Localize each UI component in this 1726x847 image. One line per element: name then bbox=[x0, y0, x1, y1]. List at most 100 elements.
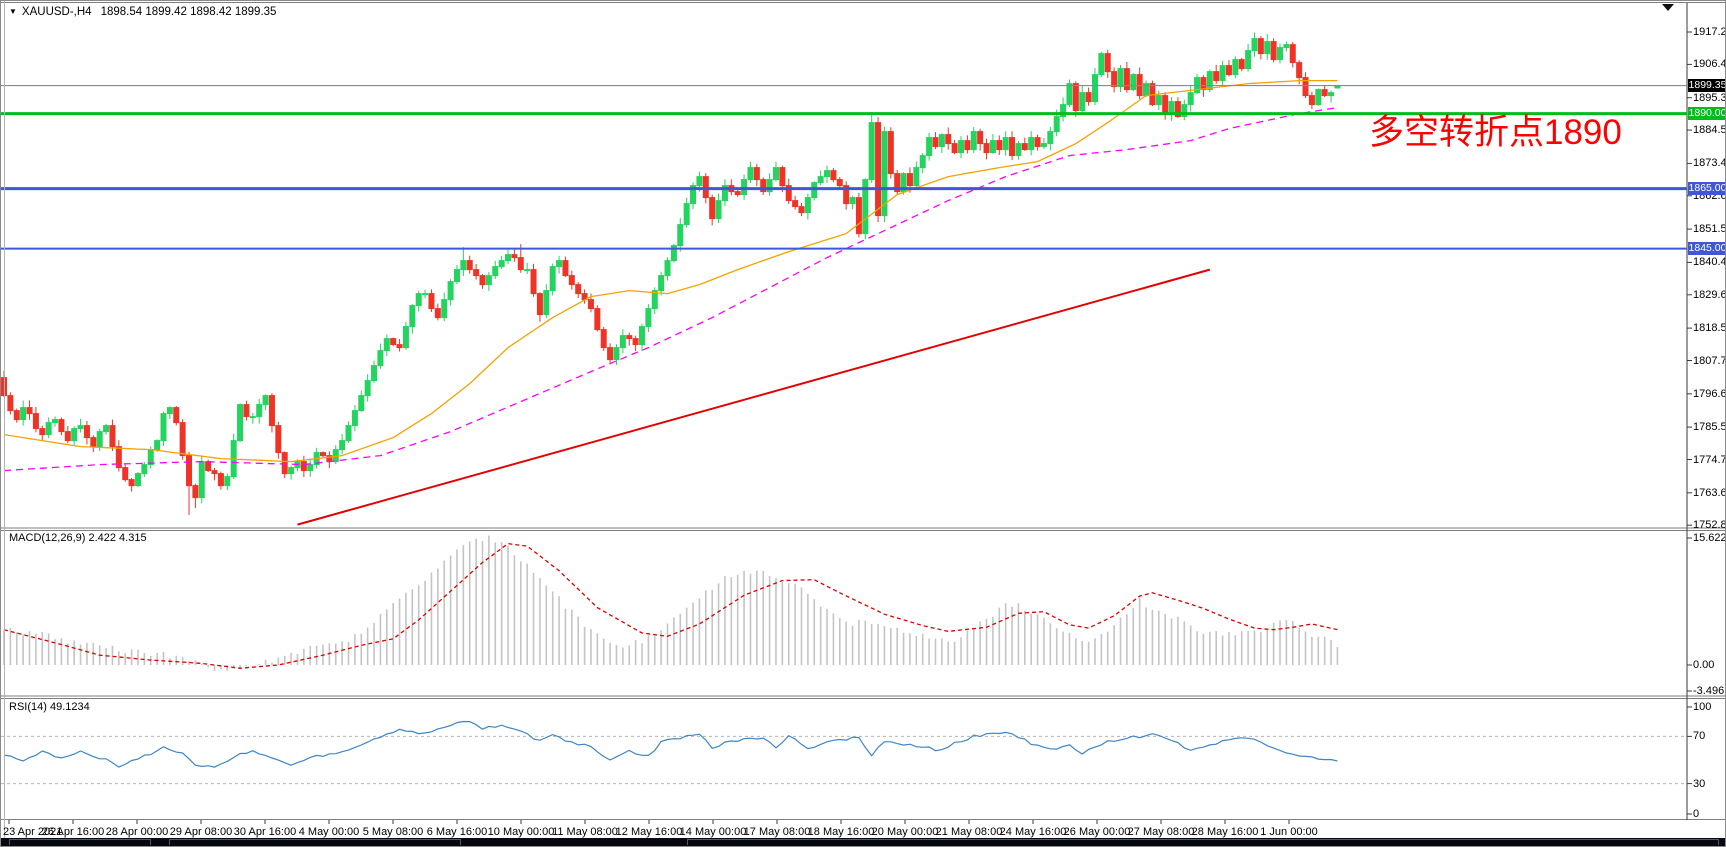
time-axis-label: 23 Apr 2021 bbox=[3, 826, 63, 838]
candle bbox=[453, 269, 460, 283]
candle bbox=[772, 167, 779, 181]
candle bbox=[587, 299, 594, 310]
price-axis-label: 1906.40 bbox=[1693, 58, 1725, 71]
candle bbox=[243, 404, 250, 418]
candle bbox=[409, 305, 416, 328]
candle bbox=[881, 131, 888, 217]
candle bbox=[390, 338, 397, 346]
candle bbox=[868, 122, 875, 181]
candle bbox=[919, 155, 926, 169]
candle bbox=[32, 413, 39, 430]
time-axis-label: 18 May 16:00 bbox=[807, 826, 875, 838]
candle bbox=[1213, 71, 1220, 82]
price-axis-label: 1807.70 bbox=[1693, 354, 1725, 367]
candle bbox=[173, 407, 180, 424]
candle bbox=[658, 275, 665, 292]
candle bbox=[192, 485, 199, 499]
symbol-dropdown-icon[interactable]: ▼ bbox=[9, 7, 17, 16]
candle bbox=[1296, 62, 1303, 79]
candle bbox=[779, 167, 786, 187]
candle bbox=[320, 452, 326, 457]
candle bbox=[817, 176, 824, 184]
candle bbox=[300, 461, 307, 472]
candle bbox=[1155, 95, 1162, 106]
candle bbox=[249, 416, 256, 419]
time-axis-label: 17 May 08:00 bbox=[743, 826, 811, 838]
candle bbox=[792, 200, 799, 208]
price-axis-label: 1917.20 bbox=[1693, 26, 1725, 38]
candle bbox=[402, 326, 409, 349]
candle bbox=[45, 422, 52, 436]
candle bbox=[83, 425, 90, 439]
time-axis-label: 29 Apr 08:00 bbox=[169, 826, 233, 838]
time-axis-label: 12 May 16:00 bbox=[615, 826, 683, 838]
candle bbox=[1174, 101, 1181, 118]
time-axis-label: 10 May 00:00 bbox=[487, 826, 555, 838]
time-axis-label: 21 May 08:00 bbox=[935, 826, 1003, 838]
time-axis-label: 1 Jun 00:00 bbox=[1260, 826, 1318, 838]
candle bbox=[1079, 92, 1086, 112]
candle bbox=[639, 326, 645, 346]
price-axis-label: 1796.60 bbox=[1693, 387, 1725, 400]
candle bbox=[996, 140, 1003, 151]
candle bbox=[96, 431, 103, 448]
candle bbox=[1009, 137, 1016, 157]
taskbar-button-fragment[interactable] bbox=[9, 839, 151, 845]
time-axis-label: 14 May 00:00 bbox=[679, 826, 747, 838]
candle bbox=[753, 167, 760, 181]
time-axis-label: 20 May 00:00 bbox=[871, 826, 939, 838]
candle bbox=[613, 347, 620, 361]
candle bbox=[862, 179, 869, 235]
price-axis-label: 1873.40 bbox=[1693, 157, 1725, 170]
candle bbox=[511, 254, 518, 259]
candle bbox=[568, 275, 575, 286]
candle bbox=[1181, 104, 1188, 118]
candle bbox=[619, 335, 626, 349]
chart-shift-marker-icon bbox=[1662, 4, 1674, 11]
candle bbox=[760, 179, 767, 193]
candle bbox=[715, 200, 722, 220]
price-axis-label: 1818.50 bbox=[1693, 322, 1725, 335]
candle bbox=[128, 479, 135, 487]
candle bbox=[1091, 74, 1098, 103]
price-badge: 1865.00 bbox=[1688, 182, 1726, 196]
taskbar-button-fragment[interactable] bbox=[687, 839, 1719, 845]
macd-axis-label: 0.00 bbox=[1693, 659, 1715, 671]
candle bbox=[154, 440, 161, 451]
candle bbox=[536, 293, 543, 316]
price-badge: 1899.35 bbox=[1688, 79, 1726, 93]
candle bbox=[1072, 83, 1079, 112]
time-axis-label: 26 Apr 16:00 bbox=[41, 826, 105, 838]
candle bbox=[224, 476, 231, 487]
candle bbox=[1028, 137, 1035, 151]
candle bbox=[505, 254, 512, 262]
candle bbox=[1053, 116, 1060, 133]
candle bbox=[351, 410, 358, 427]
candle bbox=[1098, 53, 1105, 76]
candle bbox=[709, 197, 716, 220]
candle bbox=[607, 347, 614, 361]
candle bbox=[1117, 68, 1124, 88]
price-axis-label: 1895.30 bbox=[1693, 91, 1725, 104]
candle bbox=[1277, 47, 1283, 61]
candle bbox=[364, 380, 371, 397]
macd-axis-label: -3.496 bbox=[1693, 685, 1725, 697]
taskbar-button-fragment[interactable] bbox=[169, 839, 461, 845]
candle bbox=[20, 407, 27, 421]
candle bbox=[696, 176, 703, 187]
candle bbox=[1219, 65, 1226, 82]
time-axis-label: 27 May 08:00 bbox=[1127, 826, 1195, 838]
candle bbox=[211, 470, 218, 475]
candle bbox=[1264, 41, 1271, 55]
candle bbox=[485, 275, 492, 286]
candle bbox=[205, 461, 212, 472]
candle bbox=[1245, 50, 1252, 70]
candle bbox=[983, 143, 990, 154]
candle bbox=[906, 173, 913, 187]
candle bbox=[913, 167, 920, 187]
candle bbox=[134, 473, 141, 487]
candle bbox=[358, 395, 365, 412]
candle bbox=[1040, 143, 1047, 148]
candle bbox=[951, 143, 958, 154]
